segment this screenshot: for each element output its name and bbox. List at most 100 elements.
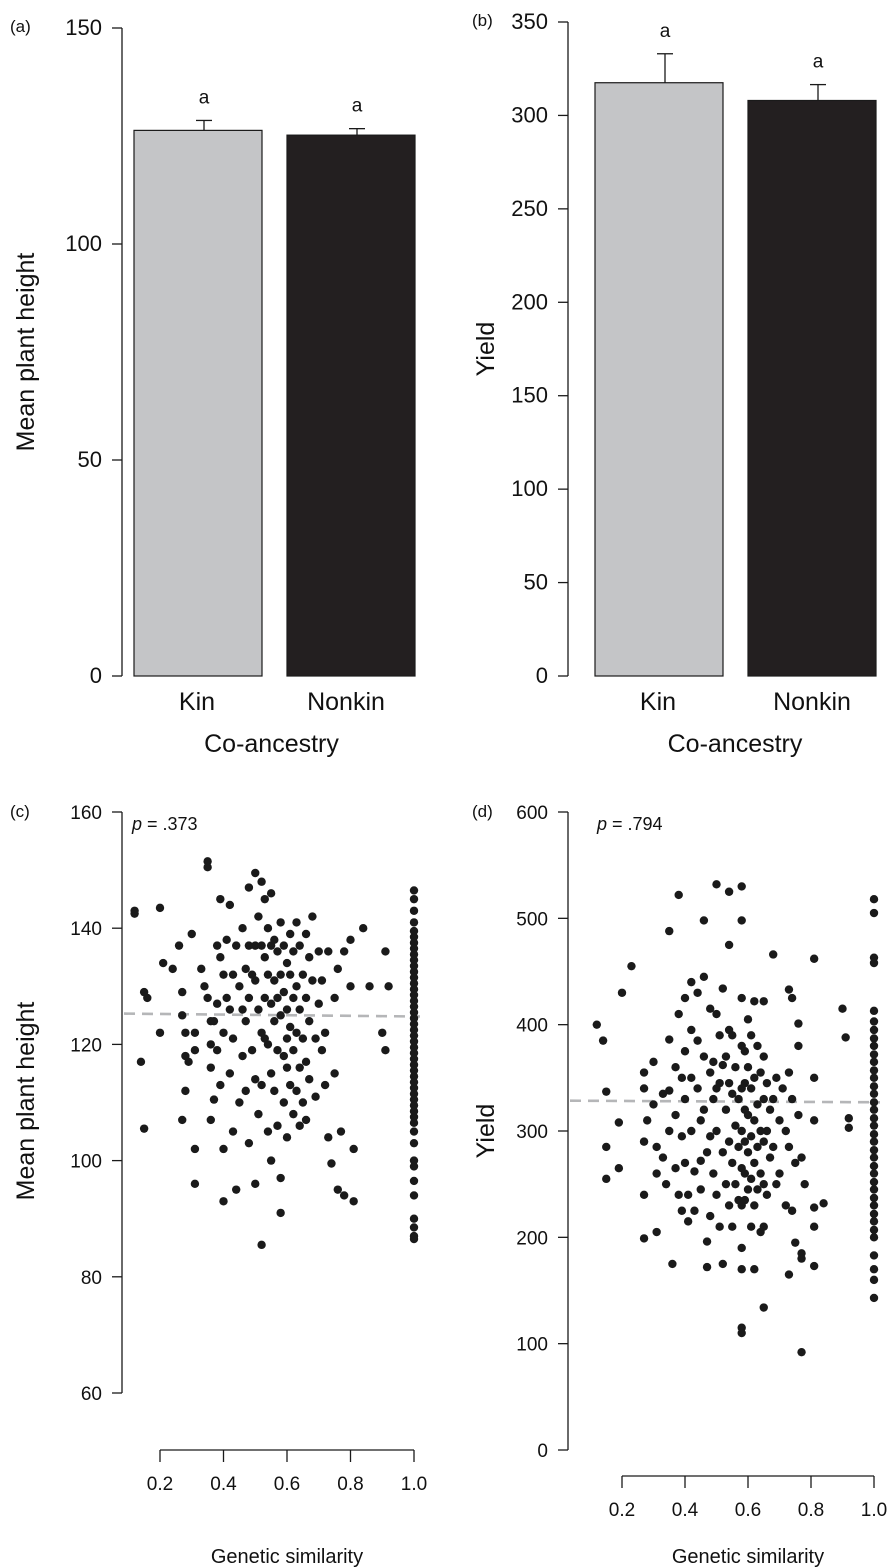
y-tick-label: 150: [65, 15, 102, 40]
data-point: [724, 887, 734, 896]
data-point: [753, 1142, 762, 1152]
panel-label: (d): [472, 802, 493, 821]
data-point: [746, 1084, 756, 1093]
data-point: [750, 997, 759, 1006]
data-point: [282, 1034, 292, 1043]
y-tick-label: 200: [516, 1228, 548, 1249]
data-point: [409, 1025, 419, 1035]
y-tick-label: 160: [70, 803, 102, 824]
data-point: [614, 1164, 624, 1173]
y-tick-label: 140: [70, 919, 102, 940]
p-value-annotation: p = .794: [596, 814, 663, 834]
data-point: [409, 985, 419, 994]
data-point: [241, 1086, 250, 1096]
data-point: [841, 1033, 850, 1042]
data-point: [797, 1153, 806, 1162]
data-point: [728, 1031, 737, 1040]
data-point: [384, 982, 393, 991]
data-point: [617, 988, 627, 997]
data-point: [746, 1174, 756, 1184]
data-point: [298, 970, 308, 979]
data-point: [314, 947, 323, 956]
data-point: [292, 1028, 301, 1037]
bar-nonkin: [286, 134, 416, 677]
data-point: [251, 1179, 260, 1189]
data-point: [190, 1179, 200, 1189]
data-point: [285, 929, 295, 939]
data-point: [203, 862, 212, 872]
data-point: [737, 1126, 746, 1136]
y-tick-label: 50: [524, 570, 548, 595]
data-point: [339, 947, 349, 956]
data-point: [270, 1016, 279, 1026]
data-point: [136, 1057, 146, 1067]
data-point: [206, 1040, 215, 1049]
data-point: [693, 988, 702, 997]
data-point: [282, 1063, 292, 1072]
data-point: [665, 1086, 674, 1095]
data-point: [282, 1005, 292, 1014]
data-point: [409, 1083, 419, 1093]
data-point: [699, 1052, 709, 1061]
data-point: [649, 1057, 658, 1067]
data-point: [869, 1057, 879, 1067]
y-tick-label: 100: [70, 1152, 102, 1173]
data-point: [409, 894, 419, 904]
data-point: [273, 1046, 282, 1055]
data-point: [409, 973, 419, 982]
data-point: [409, 1019, 419, 1029]
data-point: [639, 1084, 649, 1093]
data-point: [155, 903, 165, 913]
data-point: [759, 1179, 768, 1189]
data-point: [409, 1014, 419, 1023]
data-point: [292, 982, 301, 991]
data-point: [844, 1123, 853, 1133]
data-point: [251, 941, 260, 950]
data-point: [743, 1148, 753, 1157]
fit-line: [569, 1099, 881, 1104]
data-point: [765, 1105, 775, 1114]
data-point: [665, 1035, 674, 1044]
data-point: [712, 1009, 721, 1019]
data-point: [750, 1201, 759, 1210]
y-tick-label: 300: [511, 102, 548, 127]
data-point: [687, 1126, 696, 1136]
x-tick-label: 0.2: [609, 1500, 635, 1521]
data-point: [728, 1222, 737, 1231]
x-category-label: Kin: [179, 688, 215, 716]
data-point: [190, 1046, 200, 1055]
data-point: [750, 1073, 759, 1083]
data-point: [409, 1043, 419, 1052]
data-point: [680, 993, 690, 1003]
data-point: [270, 1086, 279, 1096]
data-point: [244, 941, 254, 950]
data-point: [219, 1197, 228, 1206]
data-point: [273, 993, 282, 1003]
data-point: [320, 1028, 330, 1037]
significance-letter: a: [352, 96, 363, 117]
y-tick-label: 250: [511, 196, 548, 221]
data-point: [838, 1004, 847, 1013]
data-point: [158, 958, 168, 968]
data-point: [652, 1227, 661, 1237]
data-point: [791, 1238, 800, 1247]
data-point: [627, 961, 636, 971]
data-point: [677, 1206, 687, 1215]
data-point: [869, 1025, 879, 1035]
data-point: [759, 1137, 768, 1146]
data-point: [750, 1158, 759, 1168]
data-point: [731, 1121, 740, 1130]
data-point: [409, 1072, 419, 1081]
data-point: [282, 958, 292, 968]
data-point: [279, 987, 289, 997]
data-point: [724, 1078, 734, 1088]
data-point: [869, 908, 879, 918]
data-point: [737, 1328, 746, 1338]
data-point: [800, 1179, 809, 1189]
data-point: [381, 947, 390, 956]
data-point: [753, 1185, 762, 1194]
data-point: [687, 977, 696, 987]
data-point: [759, 1303, 768, 1312]
data-point: [178, 1011, 187, 1020]
data-point: [254, 912, 263, 921]
